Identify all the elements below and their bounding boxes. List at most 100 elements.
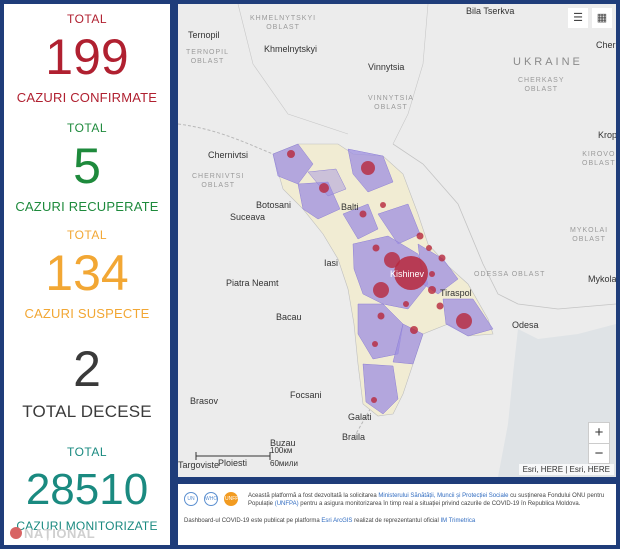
basemap-grid-icon[interactable]: ▦ <box>592 8 612 28</box>
stat-suspected-value: 134 <box>45 245 129 301</box>
unfpa-link[interactable]: (UNFPA) <box>274 501 299 507</box>
city-label: Kropy <box>598 130 616 140</box>
footer-line2: Dashboard-ul COVID-19 este publicat pe p… <box>184 518 320 524</box>
stats-panel: TOTAL 199 CAZURI CONFIRMATE TOTAL 5 CAZU… <box>4 4 170 545</box>
case-bubble[interactable] <box>372 341 378 347</box>
stat-monitored-top: TOTAL <box>66 445 108 459</box>
map-canvas[interactable] <box>178 4 616 477</box>
case-bubble[interactable] <box>361 161 375 175</box>
city-label: Botosani <box>256 200 292 210</box>
stat-deaths-label: TOTAL DECESE <box>22 402 152 421</box>
scale-mi: 60мили <box>270 459 299 468</box>
city-label: Targoviste <box>178 460 220 470</box>
zoom-out-button[interactable]: − <box>589 443 609 463</box>
city-label: Khmelnytskyi <box>264 44 318 54</box>
city-label: Balti <box>341 202 359 212</box>
national-logo: NAȚIONAL <box>10 526 95 541</box>
stat-monitored-label: CAZURI MONITORIZATE <box>16 519 158 533</box>
city-label: Focsani <box>290 390 322 400</box>
stat-recovered-label: CAZURI RECUPERATE <box>15 199 159 214</box>
case-bubble[interactable] <box>380 202 386 208</box>
esri-link[interactable]: Esri ArcGIS <box>321 518 353 524</box>
city-label: Bacau <box>276 312 302 322</box>
zoom-control: + − <box>588 422 610 464</box>
logo-dot-icon <box>10 527 22 539</box>
country-label: UKRAINE <box>513 56 583 68</box>
stat-recovered-value: 5 <box>73 138 101 194</box>
footer-line1: Această platformă a fost dezvoltată la s… <box>248 493 377 499</box>
city-label: Iasi <box>324 258 339 268</box>
logo-text: NAȚIONAL <box>24 526 96 541</box>
region-label: TERNOPIL OBLAST <box>186 49 230 65</box>
case-bubble-kishinev[interactable] <box>394 256 428 290</box>
case-bubble[interactable] <box>428 286 436 294</box>
case-bubble[interactable] <box>429 271 435 277</box>
case-bubble[interactable] <box>436 302 444 310</box>
case-bubble[interactable] <box>410 326 418 334</box>
case-bubble[interactable] <box>319 183 329 193</box>
zoom-in-button[interactable]: + <box>594 424 604 441</box>
case-bubble[interactable] <box>372 244 380 252</box>
stat-confirmed-top: TOTAL <box>66 12 108 26</box>
stat-confirmed-label: CAZURI CONFIRMATE <box>16 90 158 105</box>
case-bubble[interactable] <box>426 245 432 251</box>
stat-deaths-value: 2 <box>73 341 101 397</box>
city-label: Braila <box>342 432 366 442</box>
case-bubble[interactable] <box>373 282 389 298</box>
unfpa-logo-icon: UNFPA <box>224 492 242 506</box>
stat-suspected-top: TOTAL <box>66 228 108 242</box>
partner-logos: UN WHO UNFPA <box>184 492 242 506</box>
map-attribution[interactable]: Esri, HERE | Esri, HERE <box>518 464 614 475</box>
stat-recovered: TOTAL 5 CAZURI RECUPERATE <box>4 121 170 214</box>
oblast-border <box>237 4 349 135</box>
stat-deaths: 2 TOTAL DECESE <box>4 344 170 422</box>
city-label: Ploiesti <box>218 458 248 468</box>
city-label: Vinnytsia <box>368 62 405 72</box>
city-label: Tiraspol <box>440 288 472 298</box>
footer-text-1: Această platformă a fost dezvoltată la s… <box>248 492 608 508</box>
case-bubble[interactable] <box>384 252 400 268</box>
case-bubble[interactable] <box>377 312 385 320</box>
city-label: Brasov <box>190 396 219 406</box>
stat-suspected: TOTAL 134 CAZURI SUSPECTE <box>4 228 170 321</box>
case-bubble[interactable] <box>456 313 472 329</box>
footer-line2b: realizat de reprezentantul oficial <box>354 518 439 524</box>
case-bubble[interactable] <box>403 301 409 307</box>
city-label: Cherk <box>596 40 616 50</box>
region-label: KHMELNYTSKYI OBLAST <box>250 15 317 31</box>
stat-recovered-top: TOTAL <box>66 121 108 135</box>
map-view[interactable]: UKRAINE KHMELNYTSKYI OBLAST TERNOPIL OBLAS… <box>178 4 616 477</box>
case-bubble[interactable] <box>438 254 446 262</box>
stat-confirmed-value: 199 <box>45 29 129 85</box>
footer-panel: UN WHO UNFPA Această platformă a fost de… <box>178 484 616 545</box>
region-label: ODESSA OBLAST <box>474 271 546 278</box>
city-label: Buzau <box>270 438 296 448</box>
map-tools: ☰ ▦ <box>568 8 612 28</box>
region-label: VINNYTSIA OBLAST <box>368 95 414 111</box>
city-label: Chernivtsi <box>208 150 249 160</box>
trimetrica-link[interactable]: IM Trimetrica <box>440 518 476 524</box>
case-bubble[interactable] <box>359 210 367 218</box>
city-label-kishinev: Kishinev <box>390 269 425 279</box>
legend-list-icon[interactable]: ☰ <box>568 8 588 28</box>
region-label: CHERKASY OBLAST <box>518 77 565 93</box>
region-label: KIROVO OBLAST <box>582 151 616 167</box>
border-line-east <box>392 143 616 310</box>
who-logo-icon: WHO <box>204 492 218 506</box>
footer-line1b: cu susținerea Fondului ONU pentru Popula… <box>248 493 605 507</box>
city-label: Suceava <box>230 212 266 222</box>
stat-suspected-label: CAZURI SUSPECTE <box>24 306 150 321</box>
oblast-border-2 <box>392 4 429 145</box>
case-bubbles[interactable] <box>287 150 472 403</box>
stat-monitored: TOTAL 28510 CAZURI MONITORIZATE <box>4 445 170 533</box>
case-bubble[interactable] <box>371 397 377 403</box>
footer-text-2: Dashboard-ul COVID-19 este publicat pe p… <box>184 518 604 524</box>
region-label: MYKOLAI OBLAST <box>570 227 609 243</box>
city-label: Mykola <box>588 274 616 284</box>
case-bubble[interactable] <box>416 232 424 240</box>
ministry-link[interactable]: Ministerului Sănătății, Muncii și Protec… <box>378 493 509 499</box>
city-label: Odesa <box>512 320 539 330</box>
case-bubble[interactable] <box>287 150 295 158</box>
region-label: CHERNIVTSI OBLAST <box>192 173 245 189</box>
city-label: Galati <box>348 412 372 422</box>
